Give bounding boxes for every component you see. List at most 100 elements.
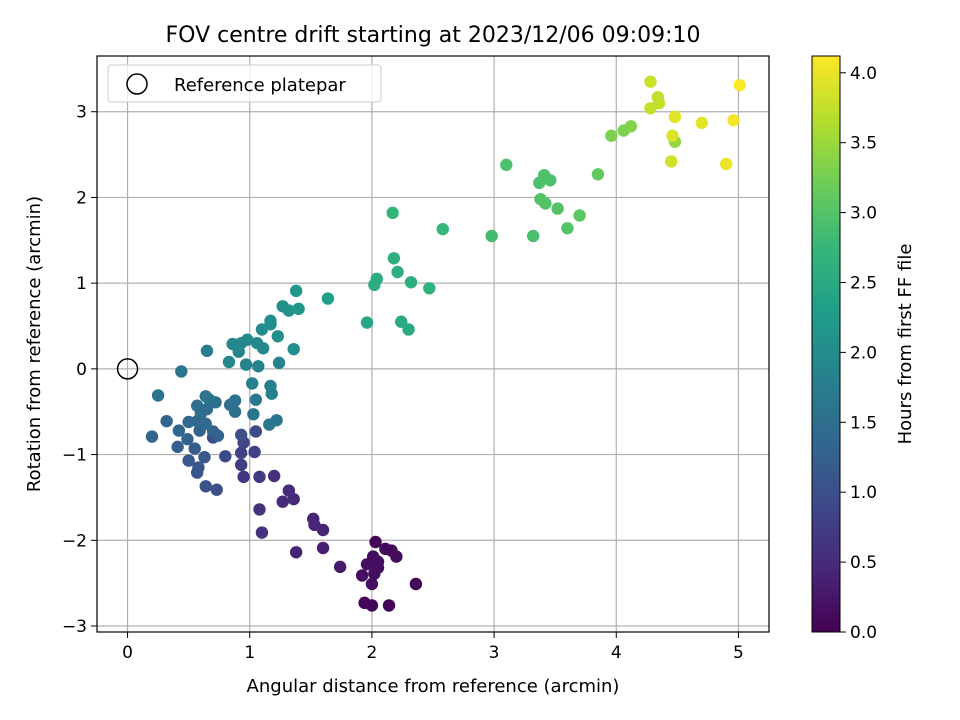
- colorbar-tick-label: 0.5: [850, 553, 877, 573]
- x-axis-label: Angular distance from reference (arcmin): [247, 676, 620, 697]
- legend-marker: [126, 73, 148, 95]
- scatter-point: [591, 168, 605, 181]
- colorbar: [811, 55, 841, 633]
- scatter-point: [249, 393, 263, 406]
- colorbar-label: Hours from first FF file: [895, 244, 916, 445]
- y-axis: −3 −2 −1 0 1 2 3: [62, 103, 97, 637]
- scatter-point: [369, 535, 382, 549]
- scatter-point: [219, 450, 232, 463]
- scatter-point: [234, 446, 248, 460]
- scatter-point: [573, 209, 586, 222]
- scatter-point: [526, 229, 540, 243]
- scatter-point: [160, 414, 173, 428]
- scatter-point: [402, 323, 415, 336]
- scatter-point: [198, 450, 211, 464]
- scatter-point: [391, 265, 404, 279]
- scatter-point: [253, 503, 266, 516]
- x-tick-label: 4: [611, 643, 622, 663]
- colorbar-tick-label: 3.0: [850, 204, 877, 224]
- scatter-point: [436, 222, 449, 236]
- scatter-point: [234, 428, 248, 442]
- scatter-point: [188, 442, 201, 455]
- scatter-point: [190, 399, 204, 412]
- scatter-point: [172, 424, 186, 437]
- scatter-point: [200, 402, 214, 416]
- scatter-point: [199, 417, 212, 430]
- scatter-point: [386, 206, 399, 220]
- scatter-point: [355, 569, 369, 582]
- colorbar-tick-label: 1.0: [850, 483, 877, 503]
- scatter-point: [423, 282, 436, 295]
- scatter-point: [727, 114, 740, 127]
- scatter-point: [287, 492, 300, 506]
- scatter-point: [551, 202, 564, 215]
- scatter-point: [287, 342, 300, 356]
- scatter-point: [248, 445, 261, 459]
- colorbar-tick-label: 4.0: [850, 64, 877, 84]
- x-tick-label: 1: [244, 643, 255, 663]
- scatter-point: [192, 461, 205, 474]
- colorbar-tick-label: 3.5: [850, 134, 877, 154]
- scatter-point: [668, 110, 682, 124]
- scatter-point: [276, 495, 289, 508]
- scatter-point: [228, 394, 242, 407]
- plot-frame: [96, 55, 770, 633]
- scatter-point: [539, 197, 552, 210]
- scatter-point: [652, 96, 666, 110]
- legend: Reference platepar: [107, 64, 382, 103]
- scatter-point: [253, 470, 266, 484]
- scatter-point: [145, 430, 159, 443]
- colorbar-ticks: 0.0 0.5 1.0 1.5 2.0 2.5 3.0 3.5 4.0: [840, 64, 877, 643]
- scatter-point: [292, 302, 305, 316]
- scatter-point: [390, 550, 403, 563]
- scatter-point: [210, 483, 223, 496]
- scatter-point: [485, 229, 498, 243]
- x-tick-label: 5: [733, 643, 744, 663]
- scatter-point: [624, 120, 638, 133]
- scatter-point: [175, 365, 188, 378]
- scatter-point: [249, 425, 263, 438]
- legend-box: [107, 64, 382, 103]
- scatter-point: [211, 429, 225, 442]
- scatter-point: [666, 129, 679, 142]
- scatter-point: [182, 454, 195, 467]
- scatter-point: [605, 129, 618, 142]
- scatter-point: [360, 316, 374, 329]
- reference-marker: [116, 358, 139, 380]
- scatter-point: [409, 577, 423, 591]
- colorbar-tick-label: 1.5: [850, 413, 877, 433]
- scatter-point: [733, 78, 746, 92]
- scatter-point: [264, 314, 277, 328]
- scatter-point: [382, 599, 396, 612]
- reference-marker-group: [116, 358, 139, 380]
- y-tick-label: −3: [62, 617, 87, 637]
- scatter-point: [228, 405, 242, 418]
- scatter-point: [151, 389, 165, 402]
- scatter-point: [271, 330, 285, 343]
- y-axis-label: Rotation from reference (arcmin): [24, 196, 45, 492]
- scatter-point: [289, 546, 303, 559]
- scatter-point: [270, 414, 283, 427]
- scatter-point: [316, 541, 330, 555]
- scatter-point: [252, 360, 265, 373]
- scatter-point: [241, 333, 254, 346]
- scatter-point: [370, 272, 383, 286]
- scatter-point: [267, 469, 281, 483]
- scatter-point: [222, 355, 236, 369]
- scatter-point: [272, 356, 286, 370]
- scatter-point: [321, 292, 335, 305]
- colorbar-tick-label: 2.5: [850, 273, 877, 293]
- scatter-point: [203, 393, 216, 406]
- y-tick-label: 1: [76, 274, 87, 294]
- scatter-point: [387, 252, 401, 265]
- scatter-point: [264, 379, 277, 393]
- scatter-point: [644, 75, 657, 88]
- scatter-point: [234, 458, 248, 472]
- y-tick-label: −2: [62, 531, 87, 551]
- scatter-point: [282, 304, 296, 317]
- scatter-point: [247, 408, 260, 421]
- y-tick-label: 2: [76, 188, 87, 208]
- scatter-point: [720, 157, 733, 171]
- chart-title: FOV centre drift starting at 2023/12/06 …: [166, 23, 701, 48]
